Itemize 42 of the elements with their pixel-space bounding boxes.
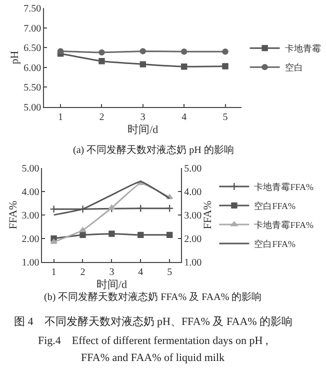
legend-label: 卡地青霉FFA% (254, 182, 314, 192)
y-tick-label: 5.50 (24, 82, 42, 94)
legend-label: 卡地青霉 (284, 44, 321, 54)
x-tick-label: 5 (222, 112, 228, 124)
y-tick-label: 2.00 (22, 234, 40, 245)
legend-label: 空白FFA% (254, 238, 296, 249)
x-tick-label: 3 (140, 112, 146, 124)
x-tick-label: 4 (138, 266, 144, 278)
x-tick-label: 4 (182, 112, 187, 124)
y2-tick-label: 1.00 (184, 257, 202, 268)
legend-label: 卡地青霉FFA% (254, 220, 314, 230)
text: (a) 不同发酵天数对液态奶 pH 的影响 (73, 144, 234, 156)
y-tick-label: 5.00 (24, 102, 42, 114)
text: FFA% and FAA% of liquid milk (81, 352, 226, 364)
y2-tick-label: 3.00 (184, 210, 202, 222)
y2-axis-title: FFA% (202, 200, 214, 230)
y-tick-label: 7.50 (24, 4, 42, 15)
y-tick-label: 3.00 (22, 210, 40, 222)
y-axis-title: FFA% (7, 200, 20, 230)
y-tick-label: 7.00 (24, 23, 42, 34)
x-tick-label: 5 (167, 266, 172, 278)
legend-label: 空白FFA% (254, 200, 296, 211)
y-tick-label: 4.00 (22, 186, 40, 198)
x-tick-label: 3 (109, 266, 114, 278)
x-tick-label: 2 (80, 266, 86, 278)
caption: 图 4 不同发酵天数对液态奶 pH、FFA% 及 FAA% 的影响 (14, 315, 293, 328)
x-axis-title: 时间/d (96, 278, 128, 291)
y2-tick-label: 5.00 (184, 163, 202, 174)
x-axis-title: 时间/d (128, 123, 159, 136)
caption: Fig.4 Effect of different fermentation days on pH , (38, 335, 268, 347)
y-tick-label: 1.00 (22, 257, 40, 268)
y-tick-label: 5.00 (22, 163, 40, 174)
text: (b) 不同发酵天数对液态奶 FFA% 及 FAA% 的影响 (44, 291, 262, 303)
x-tick-label: 1 (51, 266, 56, 278)
x-tick-label: 2 (99, 112, 104, 124)
legend-label: 空白 (284, 62, 303, 73)
y-tick-label: 6.50 (24, 43, 42, 54)
y-tick-label: 6.00 (24, 62, 42, 74)
y-axis-title: pH (9, 50, 22, 64)
y2-tick-label: 4.00 (184, 186, 202, 198)
y2-tick-label: 2.00 (184, 234, 202, 245)
x-tick-label: 1 (58, 112, 64, 124)
